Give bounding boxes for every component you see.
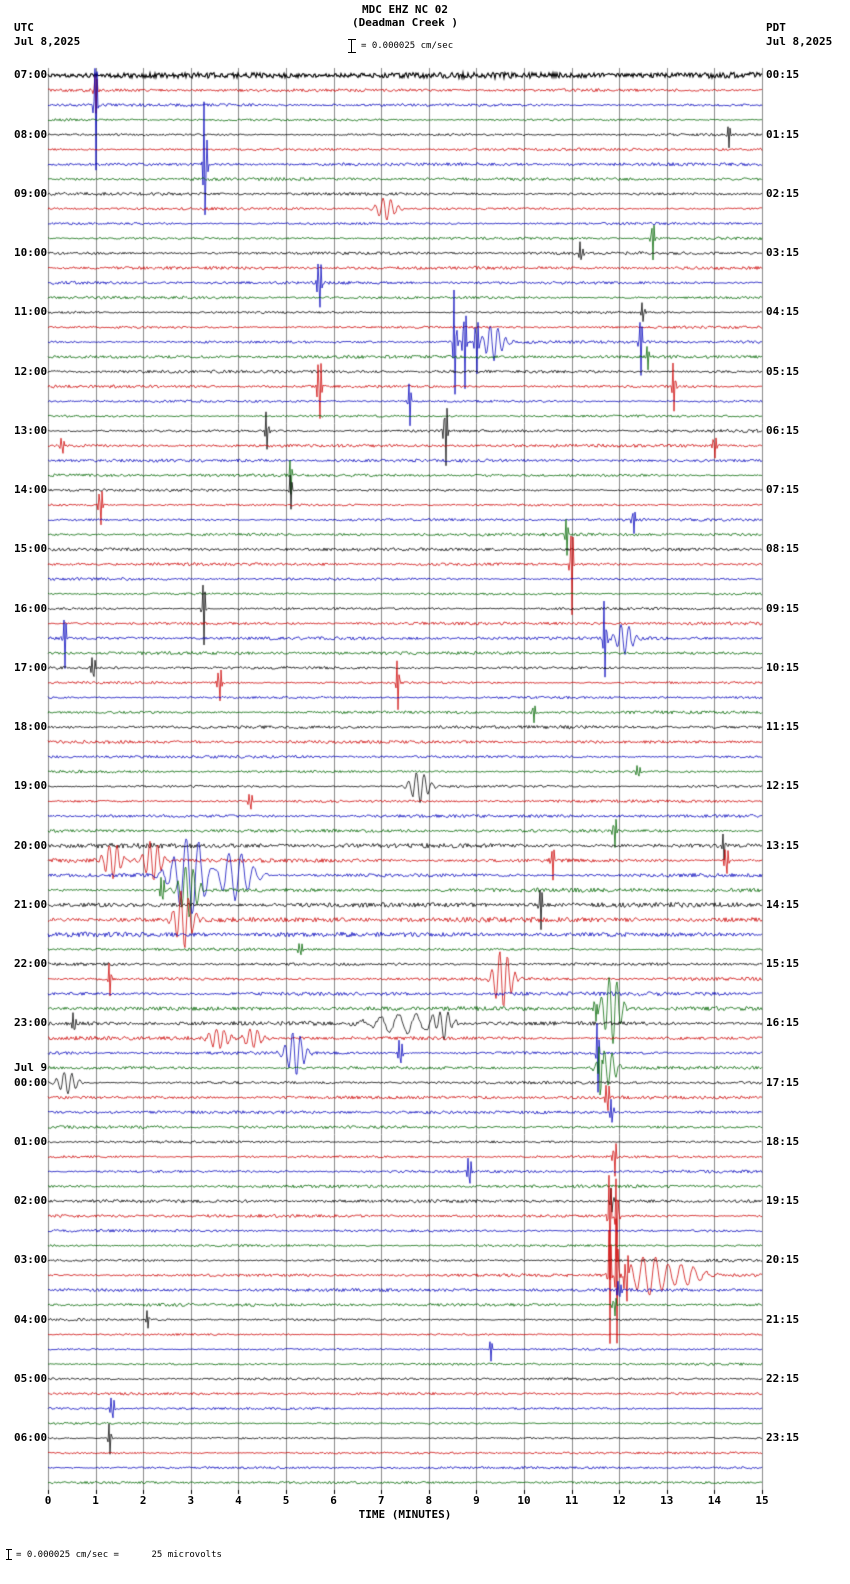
amplitude-scale: = 0.000025 cm/sec <box>348 39 453 53</box>
hour-label-pdt: 05:15 <box>766 364 800 378</box>
hour-label-utc: 15:00 <box>14 542 48 556</box>
hour-label-pdt: 09:15 <box>766 601 800 615</box>
left-date: Jul 8,2025 <box>14 35 81 48</box>
x-tick-label: 15 <box>755 1494 769 1507</box>
hour-label-utc: Jul 9 <box>14 1060 48 1074</box>
station-title: MDC EHZ NC 02 <box>361 3 449 16</box>
hour-label-pdt: 20:15 <box>766 1253 800 1267</box>
x-tick-label: 13 <box>660 1494 674 1507</box>
hour-label-utc: 10:00 <box>14 246 48 260</box>
x-tick-label: 8 <box>425 1494 433 1507</box>
hour-label-utc: 01:00 <box>14 1134 48 1148</box>
hour-label-utc: 07:00 <box>14 68 48 82</box>
hour-label-pdt: 17:15 <box>766 1075 800 1089</box>
hour-label-utc: 13:00 <box>14 423 48 437</box>
x-axis-title: TIME (MINUTES) <box>358 1508 452 1521</box>
hour-label-utc: 16:00 <box>14 601 48 615</box>
x-tick-label: 6 <box>330 1494 337 1507</box>
hour-label-pdt: 15:15 <box>766 957 800 971</box>
hour-label-utc: 03:00 <box>14 1253 48 1267</box>
hour-label-utc: 02:00 <box>14 1194 48 1208</box>
hour-label-pdt: 21:15 <box>766 1312 800 1326</box>
hour-label-pdt: 14:15 <box>766 897 800 911</box>
right-timezone: PDT <box>766 21 786 34</box>
hour-label-pdt: 00:15 <box>766 68 800 82</box>
hour-label-pdt: 18:15 <box>766 1134 800 1148</box>
hour-label-utc: 06:00 <box>14 1431 48 1445</box>
hour-label-utc: 08:00 <box>14 127 48 141</box>
scale-footnote: = 0.000025 cm/sec = 25 microvolts <box>6 1549 222 1560</box>
hour-label-pdt: 01:15 <box>766 127 800 141</box>
hour-label-utc: 22:00 <box>14 957 48 971</box>
hour-label-pdt: 23:15 <box>766 1431 800 1445</box>
hour-label-utc: 19:00 <box>14 779 48 793</box>
hour-label-pdt: 22:15 <box>766 1371 800 1385</box>
hour-label-utc: 20:00 <box>14 838 48 852</box>
scale-bar-icon <box>348 39 356 53</box>
hour-label-pdt: 08:15 <box>766 542 800 556</box>
hour-label-utc: 14:00 <box>14 483 48 497</box>
hour-label-pdt: 16:15 <box>766 1016 800 1030</box>
hour-label-utc: 18:00 <box>14 720 48 734</box>
x-tick-label: 0 <box>44 1494 52 1507</box>
hour-label-utc: 17:00 <box>14 660 48 674</box>
hour-label-pdt: 02:15 <box>766 186 800 200</box>
hour-label-pdt: 03:15 <box>766 246 800 260</box>
hour-label-utc: 05:00 <box>14 1371 48 1385</box>
x-tick-label: 10 <box>517 1494 531 1507</box>
hour-label-pdt: 10:15 <box>766 660 800 674</box>
x-tick-label: 3 <box>187 1494 195 1507</box>
station-subtitle: (Deadman Creek ) <box>352 16 458 29</box>
hour-label-pdt: 12:15 <box>766 779 800 793</box>
hour-label-utc: 23:00 <box>14 1016 48 1030</box>
scale-label: = 0.000025 cm/sec <box>361 41 454 51</box>
x-tick-label: 4 <box>235 1494 242 1507</box>
hour-label-pdt: 06:15 <box>766 423 800 437</box>
hour-label-pdt: 13:15 <box>766 838 800 852</box>
x-tick-label: 7 <box>377 1494 385 1507</box>
right-date: Jul 8,2025 <box>766 35 833 48</box>
hour-label-pdt: 19:15 <box>766 1194 800 1208</box>
x-tick-label: 1 <box>92 1494 99 1507</box>
x-tick-label: 11 <box>564 1494 579 1507</box>
hour-label-utc: 04:00 <box>14 1312 48 1326</box>
hour-label-utc: 12:00 <box>14 364 48 378</box>
hour-label-utc: 11:00 <box>14 305 48 319</box>
x-tick-label: 14 <box>707 1494 722 1507</box>
hour-label-pdt: 11:15 <box>766 720 800 734</box>
hour-label-pdt: 04:15 <box>766 305 800 319</box>
scale-footnote-text: = 0.000025 cm/sec = 25 microvolts <box>16 1549 222 1560</box>
left-timezone: UTC <box>14 21 34 34</box>
hour-label-pdt: 07:15 <box>766 483 800 497</box>
x-tick-label: 9 <box>473 1494 480 1507</box>
hour-label-utc: 21:00 <box>14 897 48 911</box>
x-tick-label: 2 <box>139 1494 147 1507</box>
hour-label-utc: 00:00 <box>14 1075 48 1089</box>
x-tick-label: 12 <box>612 1494 626 1507</box>
scale-bar-small-icon <box>6 1549 12 1560</box>
x-tick-label: 5 <box>282 1494 290 1507</box>
hour-label-utc: 09:00 <box>14 186 48 200</box>
